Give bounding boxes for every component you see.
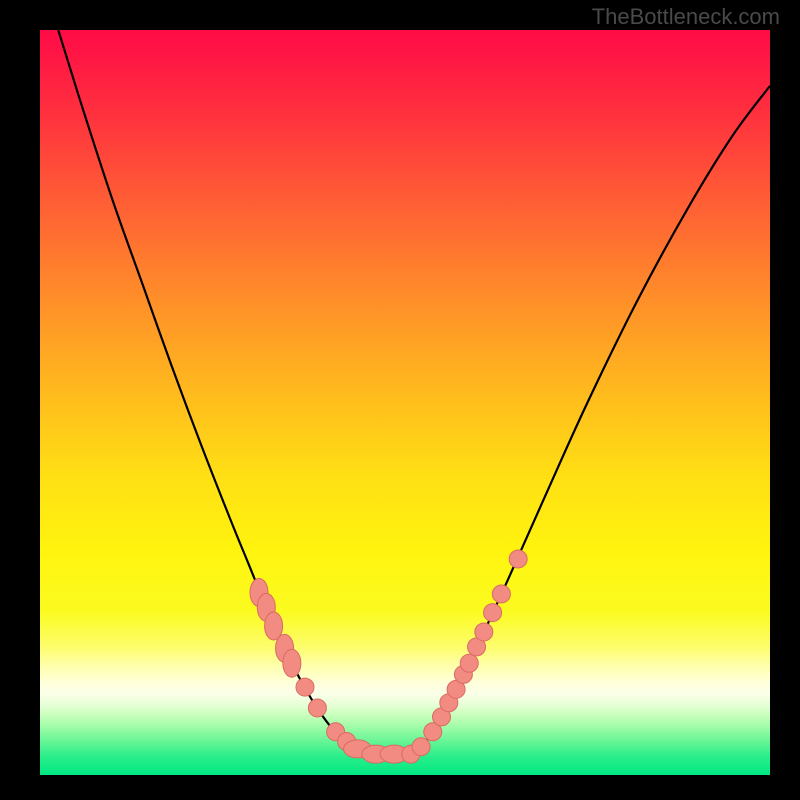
curve-marker — [509, 550, 527, 568]
curve-marker — [460, 654, 478, 672]
curve-layer — [40, 30, 770, 775]
bottleneck-curve — [58, 30, 770, 755]
curve-marker — [296, 678, 314, 696]
curve-marker — [484, 604, 502, 622]
curve-marker — [308, 699, 326, 717]
curve-marker — [412, 738, 430, 756]
curve-marker — [475, 623, 493, 641]
attribution-text: TheBottleneck.com — [592, 4, 780, 30]
curve-markers — [250, 550, 527, 763]
plot-area — [40, 30, 770, 775]
curve-marker — [283, 649, 301, 677]
curve-marker — [492, 585, 510, 603]
